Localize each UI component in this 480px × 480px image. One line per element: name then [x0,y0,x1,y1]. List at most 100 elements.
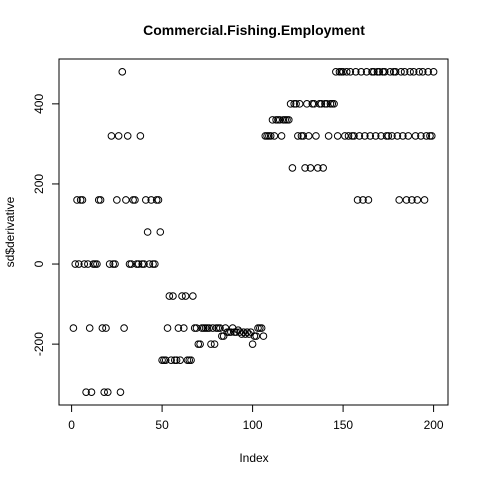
point [364,196,373,204]
point [301,164,309,172]
point [257,324,266,332]
point [384,132,393,140]
point [93,260,101,268]
point [69,324,78,332]
point [116,388,125,396]
point [259,332,268,340]
point [252,332,261,340]
point [245,330,253,338]
point [303,100,311,108]
point [377,132,385,140]
point [232,328,241,336]
point [167,356,175,364]
point [208,324,217,332]
point [427,132,436,140]
point [417,132,425,140]
point [388,132,396,140]
point [346,68,355,76]
point [411,132,420,140]
point [319,164,327,172]
point [136,132,145,140]
point [172,356,181,364]
point [237,330,246,338]
point [163,324,172,332]
point [227,328,235,336]
point [134,260,143,268]
point [236,328,244,336]
point [84,260,92,268]
point [151,260,159,268]
point [241,330,250,338]
point [299,132,308,140]
point [277,132,286,140]
point [181,292,190,300]
point [174,324,183,332]
point [187,356,195,364]
point [127,260,136,268]
point [243,328,251,336]
point [196,340,204,348]
y-tick-label: 400 [32,94,46,114]
point [165,292,174,300]
x-tick-label: 150 [333,418,353,432]
point [140,260,148,268]
point [189,292,197,300]
point [113,196,121,204]
point [313,164,322,172]
point [154,196,163,204]
point [324,132,333,140]
point [399,132,407,140]
point [286,100,295,108]
point [105,260,114,268]
point [205,324,213,332]
point [362,68,371,76]
point [120,324,128,332]
point [103,388,112,396]
point [375,68,384,76]
y-axis-label: sd$derivative [3,196,17,267]
point [306,164,315,172]
y-tick-label: 0 [32,260,46,267]
point [341,132,349,140]
point [82,388,90,396]
point [118,68,127,76]
x-tick-label: 200 [424,418,444,432]
point [98,324,107,332]
point [420,196,429,204]
point [422,132,431,140]
point [100,388,108,396]
point [178,292,186,300]
point [404,132,413,140]
point [366,132,375,140]
point [270,132,279,140]
point [371,132,380,140]
point [111,260,119,268]
point [332,68,340,76]
chart-title: Commercial.Fishing.Employment [143,22,365,38]
point [114,132,123,140]
point [408,196,416,204]
point [248,340,257,348]
point [386,68,394,76]
point [317,100,326,108]
y-tick-label: 200 [32,174,46,194]
point [355,132,364,140]
point [406,68,414,76]
point [268,116,277,124]
point [73,196,81,204]
x-tick-label: 100 [243,418,263,432]
point [192,324,201,332]
point [147,196,156,204]
point [107,132,116,140]
point [210,340,219,348]
point [294,132,302,140]
point [266,132,275,140]
x-tick-label: 50 [155,418,169,432]
point [323,100,331,108]
point [424,68,432,76]
point [123,132,132,140]
point [409,68,418,76]
point [393,132,402,140]
point [216,324,224,332]
